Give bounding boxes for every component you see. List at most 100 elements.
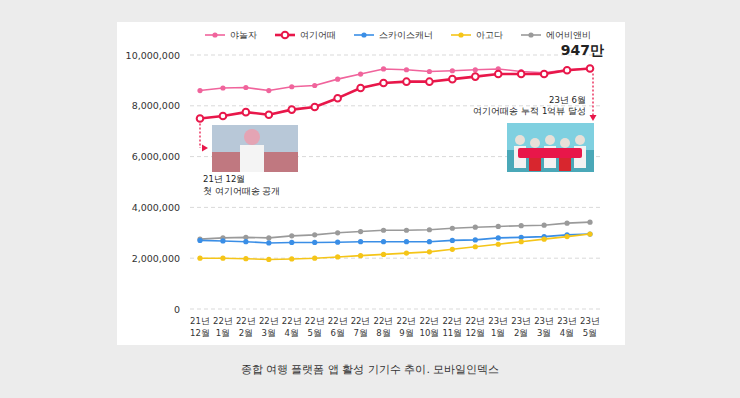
series-marker	[380, 80, 387, 87]
x-tick-label-line: 22년	[465, 316, 485, 326]
series-marker	[495, 71, 502, 78]
x-tick-label: 22년9월	[397, 316, 417, 338]
series-line	[200, 68, 590, 90]
x-tick-label: 23년1월	[488, 316, 508, 338]
series-marker	[266, 111, 273, 118]
series-marker	[587, 220, 592, 225]
x-tick-label-line: 23년	[511, 316, 531, 326]
x-tick-label-line: 1월	[216, 328, 230, 338]
x-tick-label-line: 7월	[353, 328, 367, 338]
series-marker	[542, 237, 547, 242]
series-marker	[427, 69, 432, 74]
series-marker	[220, 85, 225, 90]
legend-label: 야놀자	[230, 30, 257, 40]
y-tick-label: 4,000,000	[132, 202, 180, 213]
series-marker	[358, 71, 363, 76]
x-tick-label-line: 1월	[491, 328, 505, 338]
series-marker	[450, 68, 455, 73]
series-line	[200, 234, 590, 259]
x-tick-label: 23년4월	[557, 316, 577, 338]
series-marker	[473, 225, 478, 230]
series-marker	[564, 67, 571, 74]
arrow-head	[590, 115, 597, 121]
plot-area	[197, 65, 594, 262]
series-marker	[381, 239, 386, 244]
series-marker	[266, 240, 271, 245]
x-tick-label-line: 10월	[419, 328, 439, 338]
series-marker	[289, 240, 294, 245]
photo-part	[545, 135, 555, 145]
x-tick-label: 22년10월	[419, 316, 439, 338]
x-tick-label-line: 23년	[580, 316, 600, 326]
x-tick-label: 22년2월	[236, 316, 256, 338]
series-marker	[473, 237, 478, 242]
series-marker	[496, 242, 501, 247]
legend-label: 아고다	[476, 30, 503, 40]
series-marker	[426, 78, 433, 85]
series-marker	[450, 247, 455, 252]
legend-label: 스카이스캐너	[379, 30, 433, 40]
photo-part	[515, 135, 525, 145]
photo-part	[530, 138, 540, 148]
x-tick-label-line: 22년	[397, 316, 417, 326]
legend-marker	[458, 32, 463, 37]
photo-part	[518, 148, 582, 158]
series-marker	[335, 230, 340, 235]
series-marker	[403, 78, 410, 85]
series-marker	[266, 88, 271, 93]
x-tick-label-line: 23년	[488, 316, 508, 326]
series-marker	[404, 67, 409, 72]
x-tick-label: 22년5월	[305, 316, 325, 338]
series-marker	[450, 226, 455, 231]
x-tick-label-line: 23년	[557, 316, 577, 326]
x-tick-label: 22년11월	[442, 316, 462, 338]
photo-part	[575, 135, 585, 145]
arrow-line	[199, 124, 200, 149]
x-tick-label: 23년5월	[580, 316, 600, 338]
series-marker	[587, 66, 592, 71]
x-tick-label: 22년12월	[465, 316, 485, 338]
series-marker	[427, 249, 432, 254]
x-tick-label-line: 22년	[374, 316, 394, 326]
x-tick-label-line: 22년	[236, 316, 256, 326]
series-marker	[311, 104, 318, 111]
x-tick-label-line: 5월	[583, 328, 597, 338]
page-background	[0, 0, 740, 398]
photo	[507, 123, 594, 172]
series-marker	[358, 229, 363, 234]
y-tick-label: 0	[174, 304, 180, 315]
series-marker	[197, 256, 202, 261]
series-marker	[243, 109, 250, 116]
x-tick-label-line: 21년	[190, 316, 210, 326]
series-marker	[334, 95, 341, 102]
series-line	[200, 234, 590, 243]
x-tick-label-line: 6월	[330, 328, 344, 338]
series-marker	[220, 238, 225, 243]
series-marker	[357, 85, 364, 92]
series-marker	[381, 66, 386, 71]
x-tick-label-line: 5월	[307, 328, 321, 338]
y-tick-label: 10,000,000	[126, 50, 180, 61]
x-tick-label-line: 4월	[285, 328, 299, 338]
x-tick-label-line: 3월	[537, 328, 551, 338]
x-tick-label-line: 11월	[442, 328, 462, 338]
series-marker	[518, 71, 525, 78]
series-marker	[312, 232, 317, 237]
x-tick-label-line: 22년	[305, 316, 325, 326]
legend-marker	[212, 32, 217, 37]
series-marker	[450, 238, 455, 243]
arrow-line	[592, 73, 593, 116]
photo	[212, 125, 298, 172]
x-tick-label: 22년8월	[374, 316, 394, 338]
series-marker	[312, 256, 317, 261]
grid-line	[190, 309, 600, 310]
series-marker	[404, 251, 409, 256]
series-marker	[220, 256, 225, 261]
x-tick-label: 21년12월	[190, 316, 210, 338]
x-tick-label-line: 9월	[399, 328, 413, 338]
series-marker	[473, 67, 478, 72]
series-marker	[564, 221, 569, 226]
x-tick-label: 23년2월	[511, 316, 531, 338]
series-marker	[381, 252, 386, 257]
series-marker	[243, 85, 248, 90]
